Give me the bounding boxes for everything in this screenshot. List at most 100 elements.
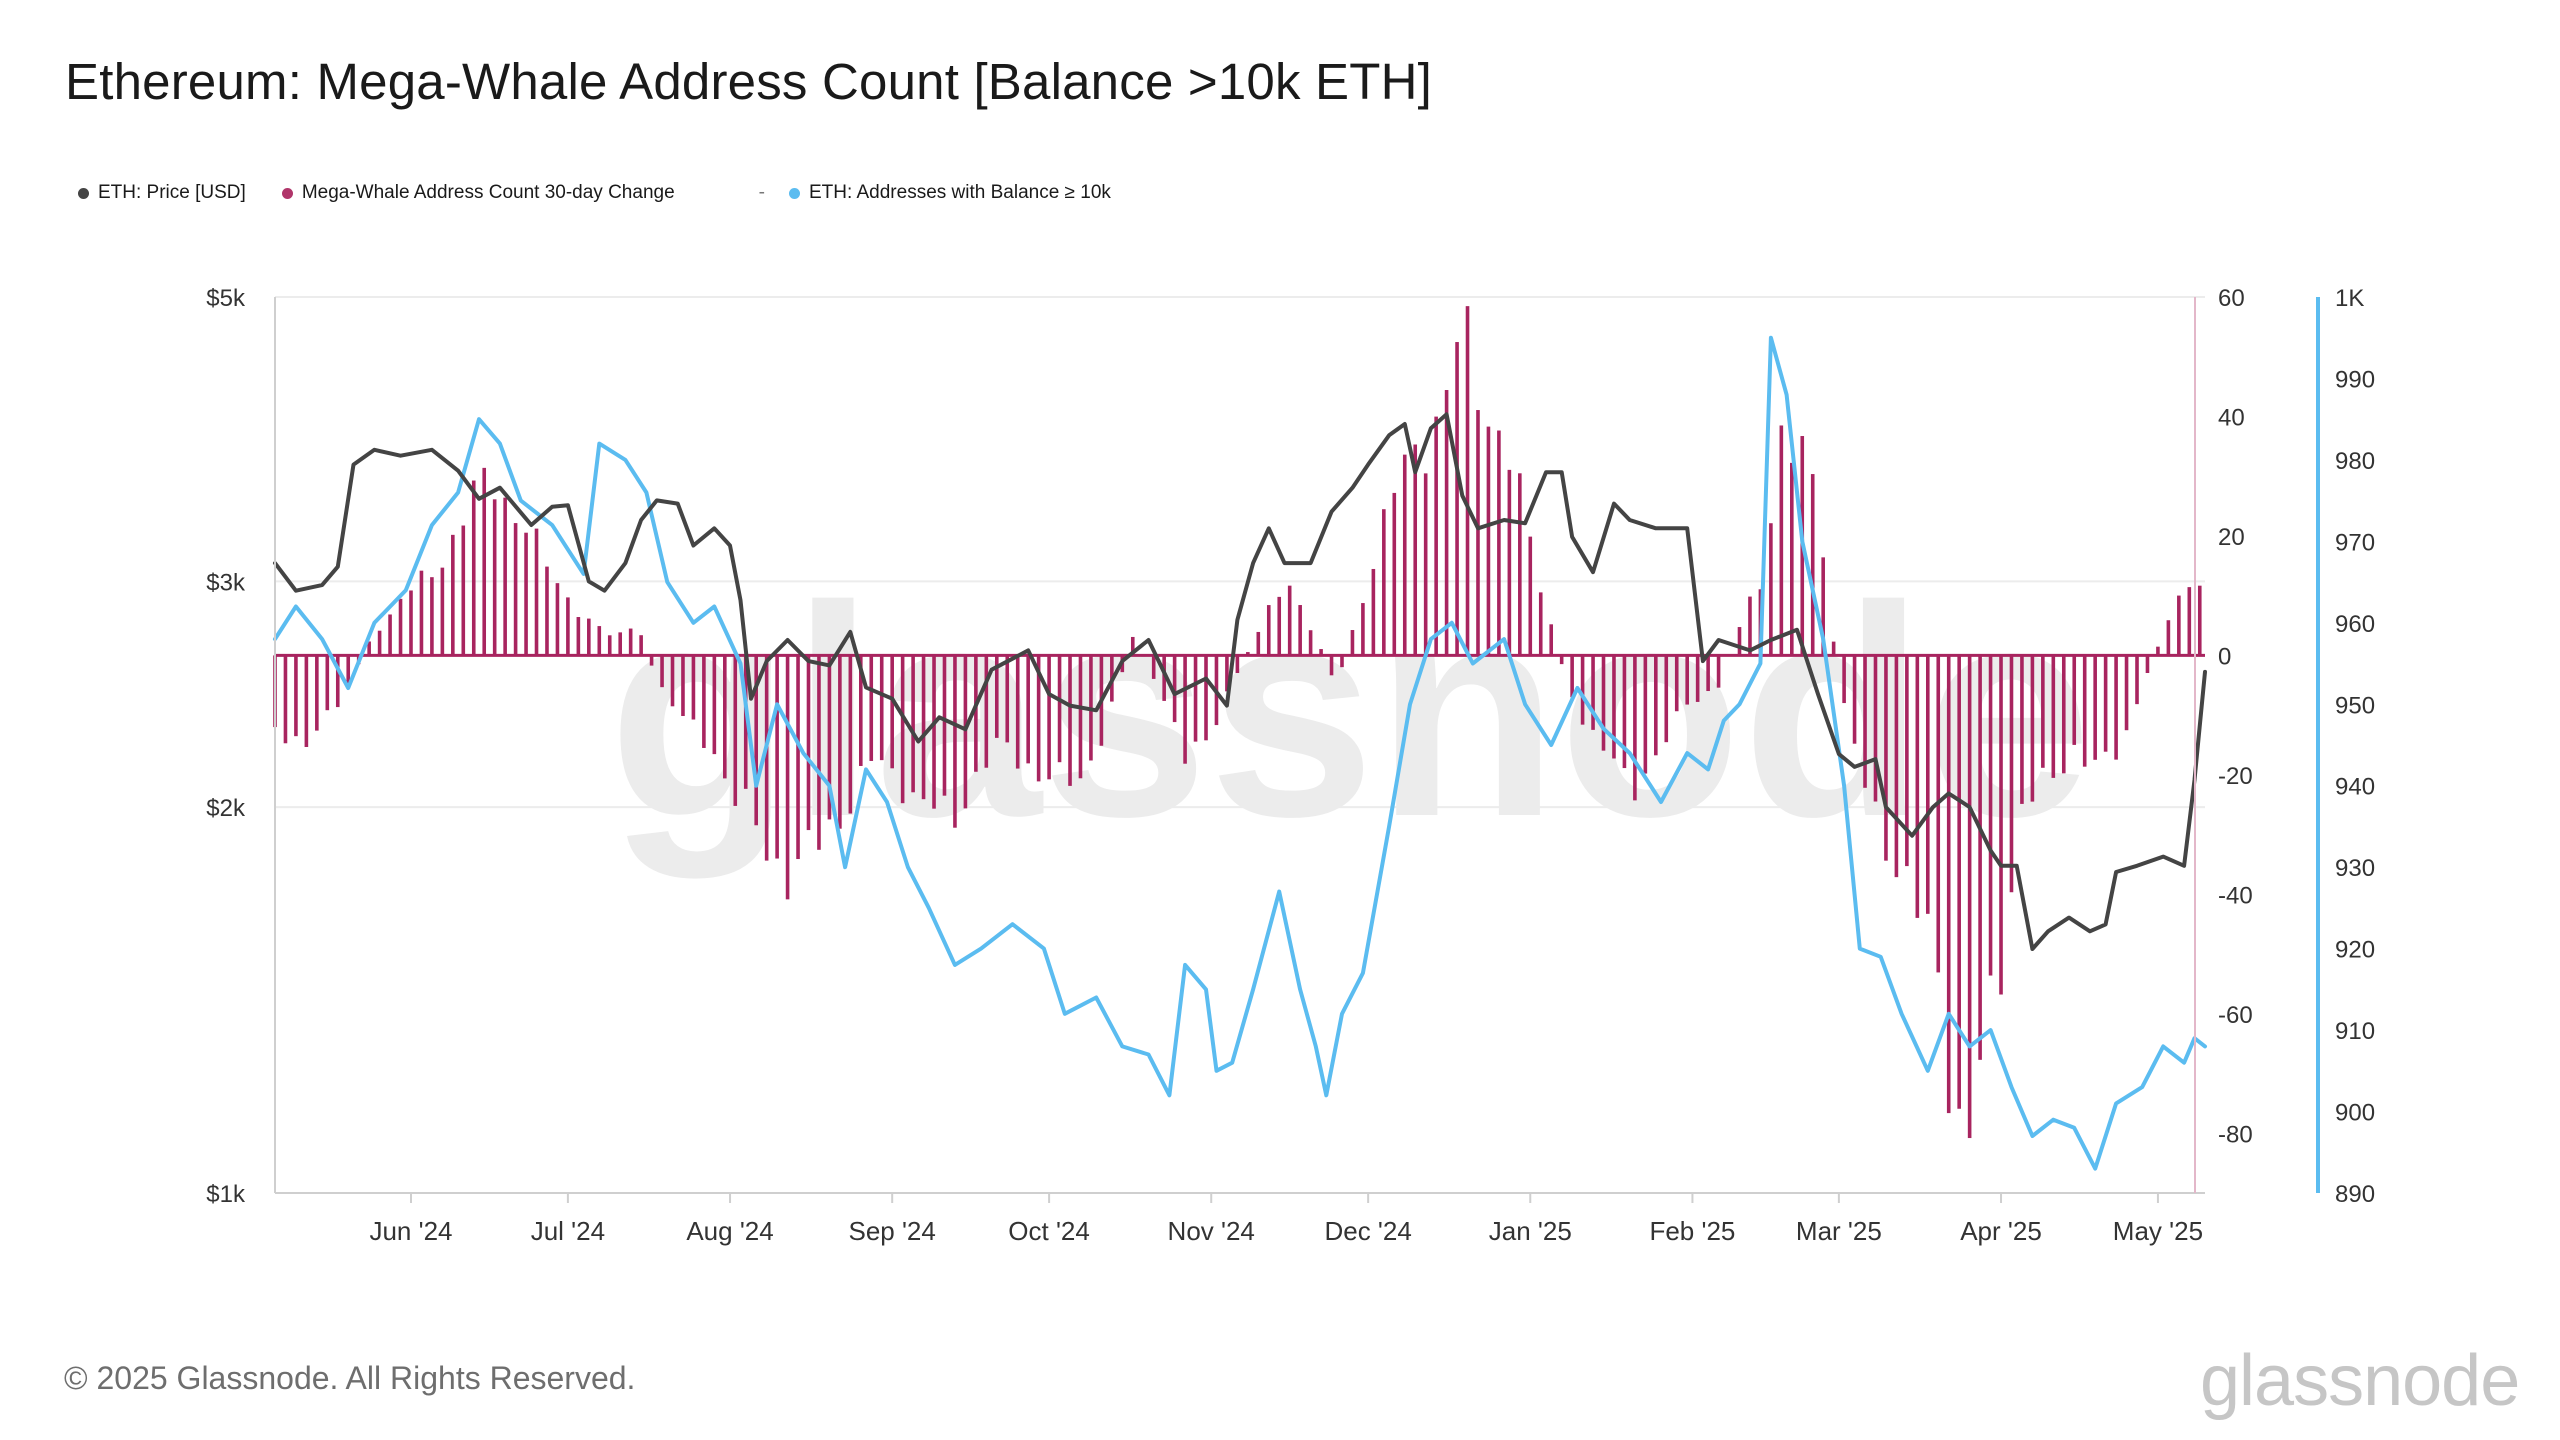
change-bar xyxy=(2030,655,2035,802)
change-bar xyxy=(283,655,288,744)
change-bar xyxy=(1810,474,1815,656)
x-axis-tick-label: Nov '24 xyxy=(1168,1216,1255,1246)
change-bar xyxy=(1821,557,1825,656)
change-bar xyxy=(1643,655,1648,774)
change-bar xyxy=(2020,655,2024,804)
change-bar xyxy=(367,641,371,656)
change-bar xyxy=(1674,655,1679,712)
change-bar xyxy=(817,655,821,850)
change-bar xyxy=(2166,620,2171,656)
change-bar xyxy=(461,525,466,656)
change-bar xyxy=(2197,585,2202,656)
change-bar xyxy=(471,480,476,656)
change-bar xyxy=(1988,655,1993,976)
left-axis-tick-label: $5k xyxy=(206,285,246,312)
legend-label-change: Mega-Whale Address Count 30-day Change xyxy=(301,182,675,203)
change-bar xyxy=(335,655,340,708)
price-line xyxy=(273,412,2207,951)
addresses-axis-tick-label: 950 xyxy=(2335,692,2375,719)
change-bar xyxy=(984,655,989,768)
legend-item-change[interactable]: Mega-Whale Address Count 30-day Change xyxy=(281,182,675,204)
change-bar xyxy=(1444,390,1449,656)
change-bar xyxy=(785,655,790,900)
change-bar xyxy=(1570,655,1574,698)
addresses-axis-tick-label: 980 xyxy=(2335,448,2375,475)
change-bar xyxy=(1005,655,1010,743)
change-bar xyxy=(1831,641,1836,656)
addresses-axis-tick-label: 910 xyxy=(2335,1018,2375,1045)
change-bar xyxy=(1246,652,1250,656)
x-axis-tick-label: Jul '24 xyxy=(531,1216,605,1246)
change-bar xyxy=(1162,655,1166,701)
change-bar xyxy=(994,655,999,738)
change-bar xyxy=(1476,410,1480,656)
change-bar xyxy=(492,499,497,656)
change-bar xyxy=(1047,655,1051,780)
change-bar xyxy=(1015,655,1020,769)
change-bar xyxy=(743,655,748,789)
change-bar xyxy=(1559,655,1564,665)
brand-logo: glassnode xyxy=(2200,1341,2520,1421)
change-bar xyxy=(315,655,319,731)
change-axis-tick-label: 20 xyxy=(2218,524,2245,551)
change-bar xyxy=(2082,655,2087,767)
change-bar xyxy=(733,655,738,806)
change-bar xyxy=(377,630,382,656)
change-bar xyxy=(838,655,842,829)
change-bar xyxy=(2177,595,2181,656)
change-bar xyxy=(691,655,696,720)
x-axis-tick-label: Sep '24 xyxy=(848,1216,935,1246)
change-bar xyxy=(1130,636,1135,656)
change-bar xyxy=(1894,655,1899,878)
addresses-axis-tick-label: 930 xyxy=(2335,855,2375,882)
x-axis-tick-label: Mar '25 xyxy=(1796,1216,1882,1246)
legend-item-addresses[interactable]: ETH: Addresses with Balance ≥ 10k xyxy=(788,182,1111,204)
change-bar xyxy=(503,497,507,656)
change-bar xyxy=(1319,649,1323,656)
change-bar xyxy=(1225,655,1229,692)
change-bar xyxy=(754,655,758,826)
change-bar xyxy=(1957,655,1961,1109)
change-bar xyxy=(858,655,863,766)
change-bar xyxy=(1873,655,1878,802)
change-bar xyxy=(1455,342,1459,656)
change-axis-tick-label: 0 xyxy=(2218,643,2231,670)
change-bar xyxy=(2103,655,2108,752)
change-bar xyxy=(1329,655,1334,676)
change-bar xyxy=(848,655,853,814)
change-bar xyxy=(1078,655,1083,779)
chart-title: Ethereum: Mega-Whale Address Count [Bala… xyxy=(65,53,1433,110)
x-axis-tick-label: Dec '24 xyxy=(1324,1216,1411,1246)
change-bar xyxy=(440,567,445,656)
change-bar xyxy=(2187,587,2192,656)
change-bar xyxy=(1204,655,1208,741)
change-bar xyxy=(2156,646,2160,656)
change-bar xyxy=(1235,655,1240,673)
change-bar xyxy=(1361,603,1365,656)
change-bar xyxy=(1946,655,1951,1114)
change-bar xyxy=(2072,655,2077,745)
addresses-axis-tick-label: 900 xyxy=(2335,1100,2375,1127)
change-bar xyxy=(628,628,633,656)
change-bar xyxy=(1298,605,1302,656)
change-bar xyxy=(2061,655,2066,774)
legend-item-price[interactable]: ETH: Price [USD] xyxy=(78,182,246,204)
change-bar xyxy=(2041,655,2045,768)
x-axis-tick-label: Jan '25 xyxy=(1489,1216,1572,1246)
change-bar xyxy=(1884,655,1888,861)
change-bar xyxy=(388,614,392,656)
addresses-axis-tick-label: 990 xyxy=(2335,366,2375,393)
change-bar xyxy=(576,617,581,656)
change-bar xyxy=(1748,596,1752,656)
legend-label-addresses: ETH: Addresses with Balance ≥ 10k xyxy=(808,182,1111,203)
change-bar xyxy=(1434,416,1438,656)
change-bar xyxy=(1402,454,1407,656)
change-bar xyxy=(1172,655,1177,723)
change-bar xyxy=(1695,655,1700,702)
addresses-line-layer xyxy=(273,335,2207,1171)
change-bar xyxy=(1193,655,1198,742)
change-bar xyxy=(2135,655,2139,705)
change-bar xyxy=(1863,655,1867,788)
change-bar xyxy=(1392,492,1397,656)
change-bar xyxy=(890,655,894,769)
